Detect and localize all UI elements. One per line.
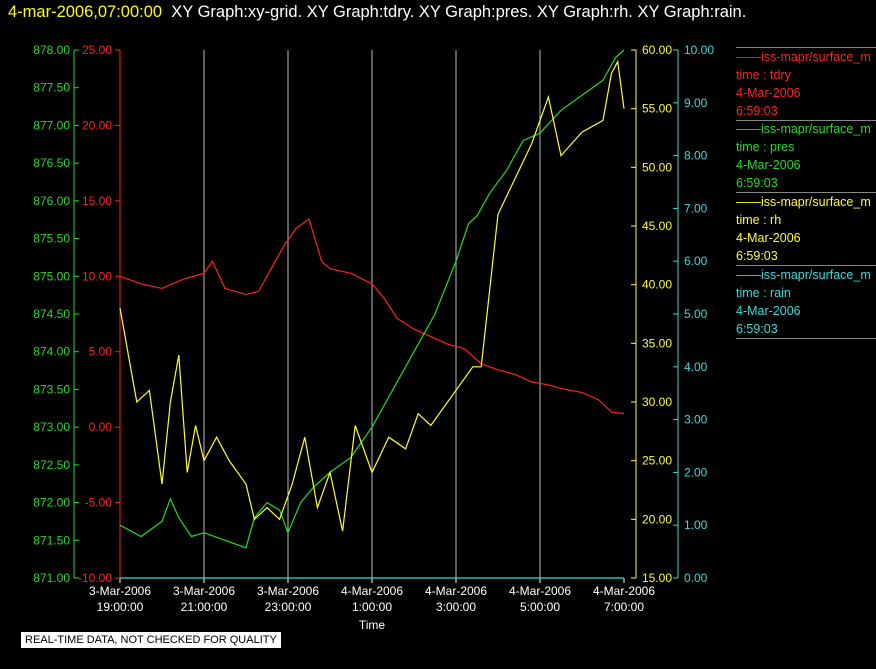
x-tick-label: 3:00:00 xyxy=(436,600,476,614)
rh-tick-label: 40.00 xyxy=(642,278,672,292)
legend-entry-tdry: ——iss-mapr/surface_m time : tdry 4-Mar-2… xyxy=(736,47,876,121)
legend-swatch: —— xyxy=(736,195,761,209)
legend-date: 4-Mar-2006 xyxy=(736,304,801,318)
legend-variable: time : rh xyxy=(736,213,782,227)
legend-date: 4-Mar-2006 xyxy=(736,86,801,100)
legend-variable: time : tdry xyxy=(736,68,791,82)
pres-tick-label: 876.50 xyxy=(33,156,70,170)
pres-tick-label: 874.50 xyxy=(33,307,70,321)
x-tick-label: 7:00:00 xyxy=(604,600,644,614)
tdry-tick-label: -10.00 xyxy=(78,571,112,585)
x-tick-label: 4-Mar-2006 xyxy=(425,584,487,598)
legend-time: 6:59:03 xyxy=(736,176,778,190)
rain-tick-label: 3.00 xyxy=(684,413,708,427)
x-tick-label: 3-Mar-2006 xyxy=(257,584,319,598)
x-tick-label: 3-Mar-2006 xyxy=(89,584,151,598)
legend-source: ——iss-mapr/surface_m xyxy=(736,268,871,282)
tdry-tick-label: 20.00 xyxy=(82,118,112,132)
x-tick-label: 3-Mar-2006 xyxy=(173,584,235,598)
tdry-tick-label: 0.00 xyxy=(89,420,113,434)
series-line-rh xyxy=(119,59,625,532)
pres-tick-label: 872.00 xyxy=(33,496,70,510)
rain-tick-label: 2.00 xyxy=(684,465,708,479)
pres-tick-label: 878.00 xyxy=(33,43,70,57)
rain-tick-label: 5.00 xyxy=(684,307,708,321)
rain-tick-label: 4.00 xyxy=(684,360,708,374)
rh-tick-label: 30.00 xyxy=(642,395,672,409)
legend-date: 4-Mar-2006 xyxy=(736,158,801,172)
x-tick-label: 19:00:00 xyxy=(97,600,144,614)
pres-tick-label: 871.00 xyxy=(33,571,70,585)
chart-header: 4-mar-2006,07:00:00 XY Graph:xy-grid. XY… xyxy=(8,3,746,22)
legend-entry-pres: ——iss-mapr/surface_m time : pres 4-Mar-2… xyxy=(736,120,876,193)
rh-tick-label: 60.00 xyxy=(642,43,672,57)
rh-tick-label: 20.00 xyxy=(642,512,672,526)
legend-variable: time : pres xyxy=(736,140,795,154)
pres-tick-label: 875.50 xyxy=(33,232,70,246)
pres-tick-label: 873.00 xyxy=(33,420,70,434)
quality-note: REAL-TIME DATA, NOT CHECKED FOR QUALITY xyxy=(20,631,282,649)
tdry-tick-label: 5.00 xyxy=(89,345,113,359)
tdry-tick-label: 10.00 xyxy=(82,269,112,283)
x-tick-label: 5:00:00 xyxy=(520,600,560,614)
legend-source: ——iss-mapr/surface_m xyxy=(736,50,871,64)
legend-date: 4-Mar-2006 xyxy=(736,231,801,245)
rain-tick-label: 1.00 xyxy=(684,518,708,532)
tdry-tick-label: 25.00 xyxy=(82,43,112,57)
pres-tick-label: 873.50 xyxy=(33,382,70,396)
x-axis-title: Time xyxy=(359,618,386,632)
legend-variable: time : rain xyxy=(736,286,791,300)
rain-tick-label: 10.00 xyxy=(684,43,714,57)
header-timestamp: 4-mar-2006,07:00:00 xyxy=(8,3,163,21)
tdry-tick-label: -5.00 xyxy=(85,496,113,510)
series-line-tdry xyxy=(119,218,625,415)
pres-tick-label: 876.00 xyxy=(33,194,70,208)
legend-time: 6:59:03 xyxy=(736,322,778,336)
x-tick-label: 1:00:00 xyxy=(352,600,392,614)
legend-entry-rh: ——iss-mapr/surface_m time : rh 4-Mar-200… xyxy=(736,193,876,266)
pres-tick-label: 871.50 xyxy=(33,533,70,547)
rain-tick-label: 6.00 xyxy=(684,254,708,268)
rh-tick-label: 45.00 xyxy=(642,219,672,233)
rain-tick-label: 7.00 xyxy=(684,201,708,215)
legend-swatch: —— xyxy=(736,122,761,136)
pres-tick-label: 872.50 xyxy=(33,458,70,472)
rh-tick-label: 50.00 xyxy=(642,160,672,174)
pres-tick-label: 877.50 xyxy=(33,81,70,95)
x-tick-label: 23:00:00 xyxy=(265,600,312,614)
rain-tick-label: 9.00 xyxy=(684,96,708,110)
legend-time: 6:59:03 xyxy=(736,104,778,118)
x-tick-label: 4-Mar-2006 xyxy=(593,584,655,598)
legend-source: ——iss-mapr/surface_m xyxy=(736,195,871,209)
x-tick-label: 21:00:00 xyxy=(181,600,228,614)
pres-tick-label: 875.00 xyxy=(33,269,70,283)
header-graph-titles: XY Graph:xy-grid. XY Graph:tdry. XY Grap… xyxy=(171,3,747,21)
legend-swatch: —— xyxy=(736,50,761,64)
tdry-tick-label: 15.00 xyxy=(82,194,112,208)
pres-tick-label: 877.00 xyxy=(33,118,70,132)
rh-tick-label: 15.00 xyxy=(642,571,672,585)
rh-tick-label: 55.00 xyxy=(642,102,672,116)
legend-swatch: —— xyxy=(736,268,761,282)
legend-entry-rain: ——iss-mapr/surface_m time : rain 4-Mar-2… xyxy=(736,266,876,339)
rain-tick-label: 8.00 xyxy=(684,149,708,163)
pres-tick-label: 874.00 xyxy=(33,345,70,359)
x-tick-label: 4-Mar-2006 xyxy=(509,584,571,598)
legend-time: 6:59:03 xyxy=(736,249,778,263)
rain-tick-label: 0.00 xyxy=(684,571,708,585)
rh-tick-label: 25.00 xyxy=(642,454,672,468)
rh-tick-label: 35.00 xyxy=(642,336,672,350)
legend-source: ——iss-mapr/surface_m xyxy=(736,122,871,136)
x-tick-label: 4-Mar-2006 xyxy=(341,584,403,598)
